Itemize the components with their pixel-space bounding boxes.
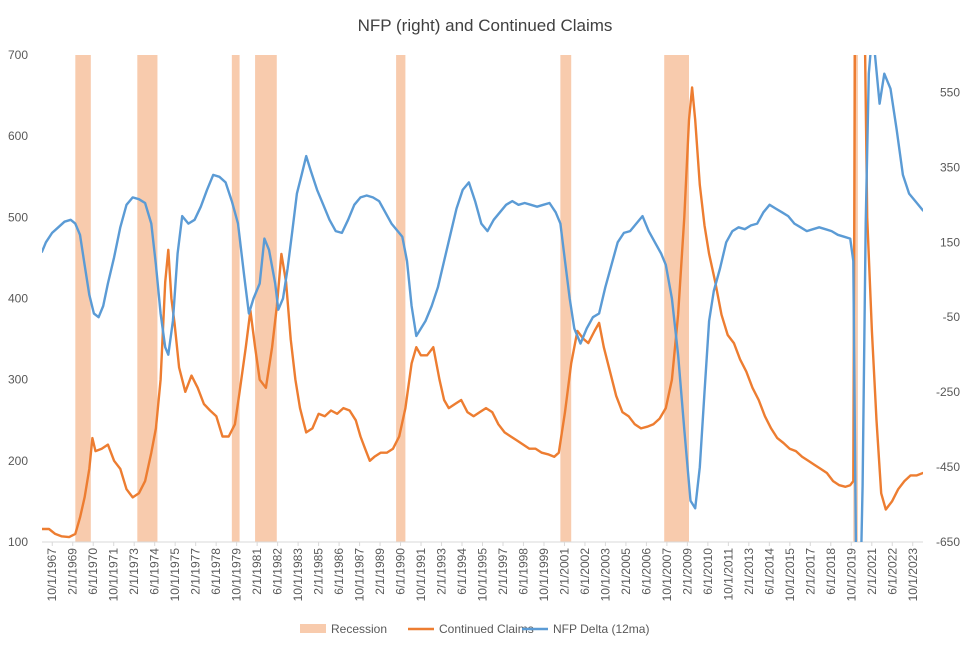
right-tick-label-3: -50 bbox=[943, 310, 961, 324]
x-tick-label-22: 2/1/1997 bbox=[496, 548, 510, 595]
legend-label-1: Continued Claims bbox=[439, 622, 534, 636]
x-tick-label-42: 10/1/2023 bbox=[906, 548, 920, 602]
x-tick-label-24: 10/1/1999 bbox=[537, 548, 551, 602]
recession-band-2 bbox=[231, 55, 240, 542]
legend-label-0: Recession bbox=[331, 622, 387, 636]
x-axis: 10/1/1967 2/1/1969 6/1/1970 10/1/1971 2/1/19… bbox=[45, 542, 920, 601]
x-tick-label-13: 2/1/1985 bbox=[312, 548, 326, 595]
x-tick-label-31: 2/1/2009 bbox=[680, 548, 694, 595]
x-tick-label-10: 2/1/1981 bbox=[250, 548, 264, 595]
x-tick-label-40: 2/1/2021 bbox=[865, 548, 879, 595]
x-tick-label-25: 2/1/2001 bbox=[557, 548, 571, 595]
recession-band-1 bbox=[137, 55, 158, 542]
recession-band-7 bbox=[853, 55, 858, 542]
x-tick-label-8: 6/1/1978 bbox=[209, 548, 223, 595]
x-tick-label-29: 6/1/2006 bbox=[639, 548, 653, 595]
right-tick-label-4: 150 bbox=[940, 235, 960, 249]
x-tick-label-0: 10/1/1967 bbox=[45, 548, 59, 602]
recession-band-5 bbox=[560, 55, 572, 542]
x-tick-label-17: 6/1/1990 bbox=[394, 548, 408, 595]
series-line-continued-claims bbox=[42, 55, 923, 539]
x-tick-label-12: 10/1/1983 bbox=[291, 548, 305, 602]
recession-band-3 bbox=[255, 55, 277, 542]
x-tick-label-18: 10/1/1991 bbox=[414, 548, 428, 602]
x-tick-label-27: 10/1/2003 bbox=[598, 548, 612, 602]
x-tick-label-14: 6/1/1986 bbox=[332, 548, 346, 595]
x-tick-label-26: 6/1/2002 bbox=[578, 548, 592, 595]
x-tick-label-1: 2/1/1969 bbox=[66, 548, 80, 595]
right-axis: -650 -450 -250 -50 150 350 550 bbox=[936, 85, 960, 549]
recession-band-4 bbox=[396, 55, 406, 542]
x-tick-label-9: 10/1/1979 bbox=[230, 548, 244, 602]
right-tick-label-5: 350 bbox=[940, 160, 960, 174]
chart-title: NFP (right) and Continued Claims bbox=[358, 16, 613, 35]
left-tick-label-1: 200 bbox=[8, 454, 28, 468]
x-tick-label-11: 6/1/1982 bbox=[271, 548, 285, 595]
x-tick-label-33: 10/1/2011 bbox=[721, 548, 735, 601]
x-tick-label-36: 10/1/2015 bbox=[783, 548, 797, 602]
x-tick-label-4: 2/1/1973 bbox=[127, 548, 141, 595]
legend-swatch-recession bbox=[300, 624, 326, 633]
x-tick-label-5: 6/1/1974 bbox=[148, 548, 162, 595]
legend-label-2: NFP Delta (12ma) bbox=[553, 622, 649, 636]
x-tick-label-3: 10/1/1971 bbox=[107, 548, 121, 602]
x-tick-label-28: 2/1/2005 bbox=[619, 548, 633, 595]
series-line-nfp-delta-12ma bbox=[42, 55, 923, 542]
x-tick-label-7: 2/1/1977 bbox=[189, 548, 203, 595]
x-tick-label-16: 2/1/1989 bbox=[373, 548, 387, 595]
x-tick-label-32: 6/1/2010 bbox=[701, 548, 715, 595]
left-tick-label-6: 700 bbox=[8, 48, 28, 62]
x-tick-label-37: 2/1/2017 bbox=[803, 548, 817, 595]
x-tick-label-38: 6/1/2018 bbox=[824, 548, 838, 595]
left-tick-label-4: 500 bbox=[8, 210, 28, 224]
series-layer bbox=[42, 55, 923, 542]
x-tick-label-30: 10/1/2007 bbox=[660, 548, 674, 602]
legend: Recession Continued Claims NFP Delta (12ma… bbox=[300, 622, 649, 636]
x-tick-label-19: 2/1/1993 bbox=[435, 548, 449, 595]
right-tick-label-2: -250 bbox=[936, 385, 960, 399]
left-tick-label-2: 300 bbox=[8, 373, 28, 387]
recession-layer bbox=[75, 55, 858, 542]
recession-band-0 bbox=[75, 55, 91, 542]
x-tick-label-23: 6/1/1998 bbox=[516, 548, 530, 595]
right-tick-label-6: 550 bbox=[940, 85, 960, 99]
x-tick-label-20: 6/1/1994 bbox=[455, 548, 469, 595]
left-tick-label-0: 100 bbox=[8, 535, 28, 549]
right-tick-label-1: -450 bbox=[936, 460, 960, 474]
left-tick-label-5: 600 bbox=[8, 129, 28, 143]
x-tick-label-15: 10/1/1987 bbox=[353, 548, 367, 602]
recession-band-6 bbox=[664, 55, 689, 542]
left-tick-label-3: 400 bbox=[8, 292, 28, 306]
x-tick-label-39: 10/1/2019 bbox=[844, 548, 858, 602]
x-tick-label-21: 10/1/1995 bbox=[476, 548, 490, 602]
left-axis: 100 200 300 400 500 600 700 bbox=[8, 48, 28, 549]
x-tick-label-34: 2/1/2013 bbox=[742, 548, 756, 595]
right-tick-label-0: -650 bbox=[936, 535, 960, 549]
x-tick-label-41: 6/1/2022 bbox=[885, 548, 899, 595]
x-tick-label-35: 6/1/2014 bbox=[762, 548, 776, 595]
x-tick-label-6: 10/1/1975 bbox=[168, 548, 182, 602]
x-tick-label-2: 6/1/1970 bbox=[86, 548, 100, 595]
